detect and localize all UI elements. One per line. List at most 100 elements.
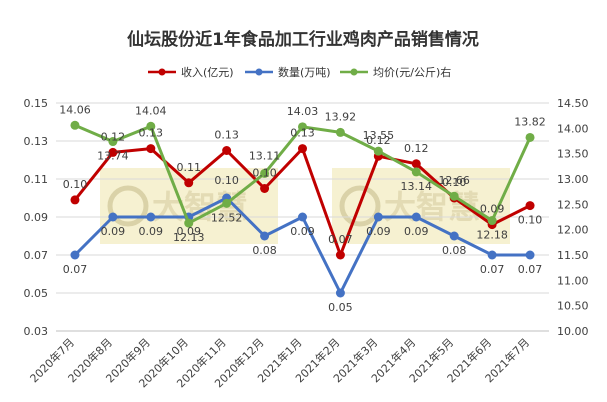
- left-tick-label: 0.05: [24, 287, 49, 300]
- left-tick-label: 0.03: [24, 325, 49, 338]
- data-point: [222, 198, 232, 208]
- data-point: [411, 167, 421, 177]
- data-point: [298, 122, 307, 132]
- data-label: 13.74: [97, 150, 129, 163]
- data-point: [146, 121, 156, 131]
- data-point: [487, 216, 497, 226]
- watermark-logo-icon: [339, 185, 381, 227]
- data-label: 0.12: [404, 142, 429, 155]
- data-label: 0.09: [139, 225, 164, 238]
- data-point: [184, 178, 194, 188]
- data-point: [525, 250, 535, 260]
- right-tick-label: 12.00: [557, 224, 589, 237]
- data-label: 0.09: [290, 225, 315, 238]
- data-point: [298, 212, 307, 222]
- data-labels: 0.10 0.12 0.13 0.11 0.13 0.10 0.13 0.07 0.12 0.12…: [59, 103, 546, 314]
- data-label: 0.08: [252, 244, 277, 257]
- data-label: 0.13: [290, 127, 315, 140]
- chart-title: 仙坛股份近1年食品加工行业鸡肉产品销售情况: [127, 29, 479, 50]
- data-label: 0.10: [214, 174, 239, 187]
- data-point: [335, 250, 345, 260]
- data-label: 0.05: [328, 301, 353, 314]
- data-label: 0.10: [252, 167, 277, 180]
- data-label: 0.13: [214, 129, 239, 142]
- data-point: [70, 120, 80, 130]
- data-point: [449, 191, 459, 201]
- data-point: [70, 195, 80, 205]
- data-point: [260, 231, 270, 241]
- left-tick-label: 0.13: [24, 135, 49, 148]
- data-label: 0.07: [518, 263, 543, 276]
- data-label: 12.66: [438, 174, 470, 187]
- data-point: [487, 250, 497, 260]
- right-tick-label: 13.00: [557, 173, 589, 186]
- left-tick-label: 0.11: [24, 173, 49, 186]
- data-label: 14.04: [135, 104, 167, 117]
- data-point: [335, 127, 345, 137]
- data-label: 0.10: [518, 214, 543, 227]
- data-point: [70, 250, 80, 260]
- data-point: [184, 218, 194, 228]
- watermark-box: [332, 168, 510, 244]
- data-point: [108, 137, 118, 147]
- legend-label: 均价(元/公斤)右: [373, 65, 451, 79]
- right-tick-label: 10.50: [557, 300, 589, 313]
- data-point: [260, 168, 270, 178]
- data-label: 13.55: [363, 129, 395, 142]
- right-tick-label: 14.00: [557, 122, 589, 135]
- data-label: 0.09: [101, 225, 126, 238]
- data-point: [222, 146, 232, 155]
- data-label: 0.09: [404, 225, 429, 238]
- series: [70, 120, 535, 298]
- right-tick-label: 11.50: [557, 249, 589, 262]
- right-tick-label: 12.50: [557, 198, 589, 211]
- watermark-text: 大智慧: [152, 188, 248, 226]
- data-label: 0.10: [63, 178, 88, 191]
- data-point: [411, 159, 421, 169]
- data-label: 14.03: [287, 105, 319, 118]
- data-point: [525, 201, 535, 211]
- right-tick-label: 11.00: [557, 274, 589, 287]
- data-point: [108, 212, 118, 222]
- data-point: [146, 212, 156, 222]
- data-point: [260, 184, 270, 193]
- data-label: 0.09: [176, 225, 201, 238]
- data-label: 14.06: [59, 103, 91, 116]
- data-label: 12.13: [173, 231, 205, 244]
- data-point: [449, 231, 459, 241]
- data-label: 12.18: [476, 229, 508, 242]
- data-point: [373, 212, 383, 222]
- right-tick-label: 13.50: [557, 148, 589, 161]
- data-label: 0.07: [63, 263, 88, 276]
- legend-label: 收入(亿元): [181, 65, 234, 79]
- data-label: 0.08: [442, 244, 467, 257]
- left-tick-label: 0.15: [24, 97, 49, 110]
- data-point: [373, 146, 383, 156]
- data-point: [108, 147, 118, 157]
- data-label: 0.12: [366, 134, 391, 147]
- data-label: 12.52: [211, 211, 243, 224]
- watermark-text: 大智慧: [384, 188, 480, 226]
- right-axis: 10.00 10.50 11.00 11.50 12.00 12.50 13.00 13.50…: [557, 97, 589, 338]
- data-point: [411, 212, 421, 222]
- data-label: 13.92: [325, 110, 357, 123]
- data-point: [298, 144, 307, 154]
- data-label: 0.09: [480, 203, 505, 216]
- data-label: 13.14: [401, 180, 433, 193]
- legend-label: 数量(万吨): [278, 66, 331, 79]
- left-axis: 0.03 0.05 0.07 0.09 0.11 0.13 0.15: [24, 97, 49, 338]
- data-label: 0.07: [480, 263, 505, 276]
- left-tick-label: 0.09: [24, 211, 49, 224]
- data-label: 0.10: [442, 176, 467, 189]
- data-label: 0.11: [176, 161, 201, 174]
- legend: 收入(亿元) 数量(万吨) 均价(元/公斤)右: [148, 65, 451, 79]
- data-label: 13.82: [514, 115, 546, 128]
- data-label: 13.11: [249, 149, 281, 162]
- data-point: [146, 144, 156, 154]
- data-point: [335, 288, 345, 298]
- x-axis: 2020年7月2020年8月2020年9月2020年10月2020年11月202…: [27, 330, 549, 390]
- data-label: 0.13: [139, 127, 164, 140]
- watermarks: 大智慧 大智慧: [100, 168, 510, 244]
- legend-marker: [255, 68, 263, 76]
